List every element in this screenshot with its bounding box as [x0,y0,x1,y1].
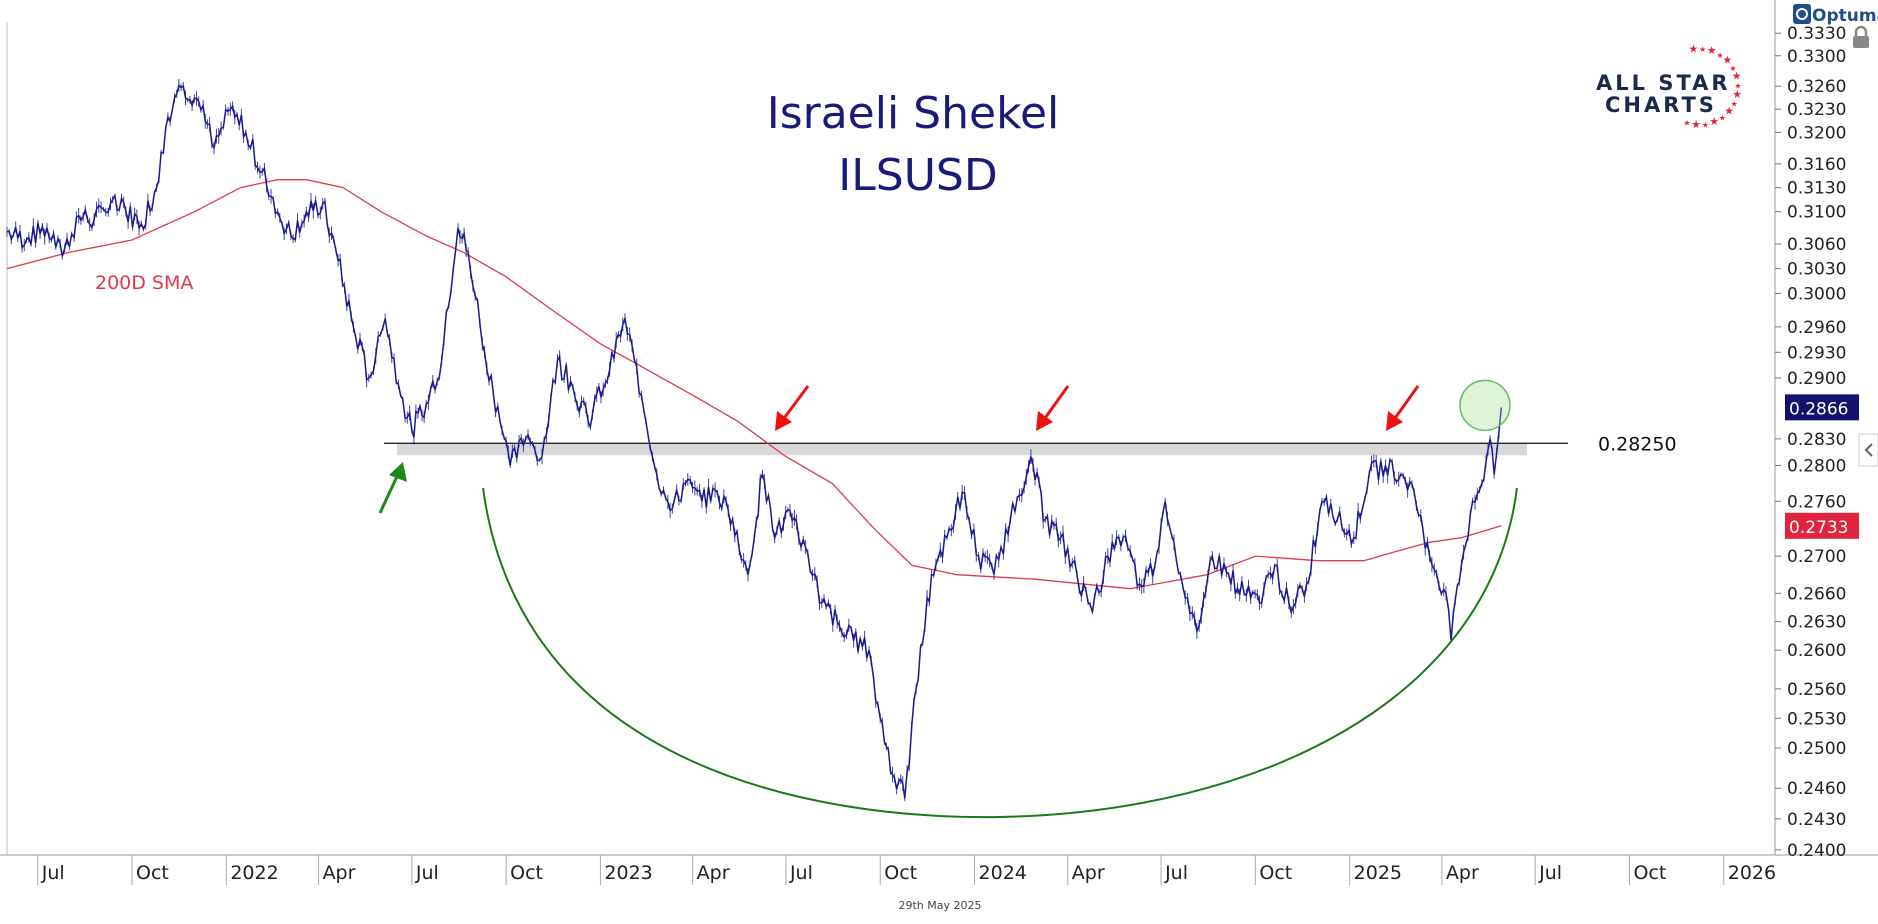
x-tick-label: Apr [323,862,356,884]
y-tick-label: 0.3160 [1787,155,1846,175]
y-tick-label: 0.2560 [1787,680,1846,700]
y-tick-label: 0.3200 [1787,123,1846,143]
logo-star: ★ [1699,45,1706,54]
y-tick-label: 0.2600 [1787,641,1846,661]
x-tick-label: 2022 [230,862,278,884]
y-tick-label: 0.3130 [1787,179,1846,199]
x-tick-label: Oct [884,862,917,884]
x-tick-label: 2025 [1354,862,1402,884]
logo-star: ★ [1717,51,1724,60]
y-axis-ticks: 0.3330 0.3300 0.3260 0.3230 0.3200 0.3160 0.31… [1775,24,1846,861]
collapse-panel-icon[interactable] [1858,433,1878,467]
y-tick-label: 0.2430 [1787,810,1846,830]
price-series [6,79,1503,802]
logo-star: ★ [1732,71,1742,83]
y-tick-label: 0.2760 [1787,492,1846,512]
logo-star: ★ [1719,114,1726,123]
logo-line2: CHARTS [1605,93,1717,117]
x-tick-label: 2026 [1728,862,1776,884]
resistance-zone [397,443,1527,456]
y-tick-label: 0.2460 [1787,779,1846,799]
price-label-text: 0.2866 [1789,399,1848,419]
x-tick-label: Jul [41,862,65,884]
chart-title: Israeli Shekel [767,88,1060,139]
y-tick-label: 0.3100 [1787,203,1846,223]
price-labels: 0.2866 0.2733 [1785,394,1859,539]
y-tick-label: 0.3000 [1787,284,1846,304]
logo-line1: ALL STAR [1596,71,1731,95]
logo-star: ★ [1707,45,1717,57]
chart-subtitle: ILSUSD [838,150,997,201]
highlight-circle [1459,379,1511,432]
x-tick-label: Apr [697,862,730,884]
sma-label: 200D SMA [95,272,193,294]
footer-date: 29th May 2025 [898,899,981,912]
logo-stars-icon: ★ ★ ★ ★★★★★★★★★★★★★ [1683,44,1742,131]
logo-star: ★ [1732,89,1742,101]
series-line-price [6,83,1503,799]
y-tick-label: 0.2630 [1787,613,1846,633]
down-arrow-1 [775,385,810,431]
y-tick-label: 0.2930 [1787,343,1846,363]
logo-star: ★ [1722,55,1732,67]
y-tick-label: 0.3330 [1787,24,1846,44]
allstarcharts-logo: ALL STAR CHARTS ★ ★ ★ ★★★★★★★★★★★★★ [1596,44,1742,131]
x-tick-label: Oct [1633,862,1666,884]
optuma-brand: Optuma [1793,4,1878,26]
x-tick-label: Oct [1259,862,1292,884]
down-arrow-2 [1036,385,1070,431]
y-tick-label: 0.2500 [1787,739,1846,759]
y-tick-label: 0.2660 [1787,584,1846,604]
x-tick-label: Oct [510,862,543,884]
x-tick-label: Apr [1072,862,1105,884]
optuma-icon-ring [1796,8,1808,20]
y-tick-label: 0.3030 [1787,260,1846,280]
x-tick-label: 2024 [979,862,1027,884]
resistance-label: 0.28250 [1598,433,1677,455]
price-label-box [1785,512,1859,539]
up-arrow [378,462,407,514]
y-tick-label: 0.2900 [1787,369,1846,389]
x-axis-ticks: Jul Oct 2022 Apr Jul Oct 2023 Apr Jul Oct 2024 Apr J… [37,855,1776,885]
logo-star: ★ [1702,121,1709,130]
logo-star: ★ [1691,119,1701,131]
y-tick-label: 0.2830 [1787,430,1846,450]
x-tick-label: Jul [415,862,439,884]
lock-icon[interactable] [1853,25,1869,48]
y-tick-label: 0.3060 [1787,235,1846,255]
optuma-icon [1793,4,1811,24]
y-tick-label: 0.2800 [1787,456,1846,476]
x-tick-label: 2023 [604,862,652,884]
sma-series [6,179,1502,590]
x-tick-label: Oct [136,862,169,884]
series-line-sma [6,179,1502,590]
x-tick-label: Apr [1446,862,1479,884]
y-tick-label: 0.3230 [1787,100,1846,120]
y-tick-label: 0.2960 [1787,318,1846,338]
x-tick-label: Jul [789,862,813,884]
y-tick-label: 0.2530 [1787,709,1846,729]
y-tick-label: 0.2700 [1787,547,1846,567]
logo-star: ★ [1724,105,1734,117]
cup-arc [482,487,1518,819]
logo-star: ★ [1709,116,1719,128]
series-wicks-price [6,79,1500,802]
logo-star: ★ [1683,119,1690,128]
optuma-logo-text: Optuma [1812,6,1878,26]
logo-star: ★ [1734,82,1741,91]
x-tick-label: Jul [1164,862,1188,884]
y-tick-label: 0.3300 [1787,47,1846,67]
y-tick-label: 0.2400 [1787,841,1846,861]
y-tick-label: 0.3260 [1787,77,1846,97]
price-label-box [1785,394,1859,421]
logo-star: ★ [1688,44,1698,56]
logo-star: ★ [1729,64,1736,73]
price-label-text: 0.2733 [1789,518,1848,538]
down-arrow-3 [1386,385,1420,431]
x-tick-label: Jul [1538,862,1562,884]
logo-star: ★ [1731,100,1738,109]
